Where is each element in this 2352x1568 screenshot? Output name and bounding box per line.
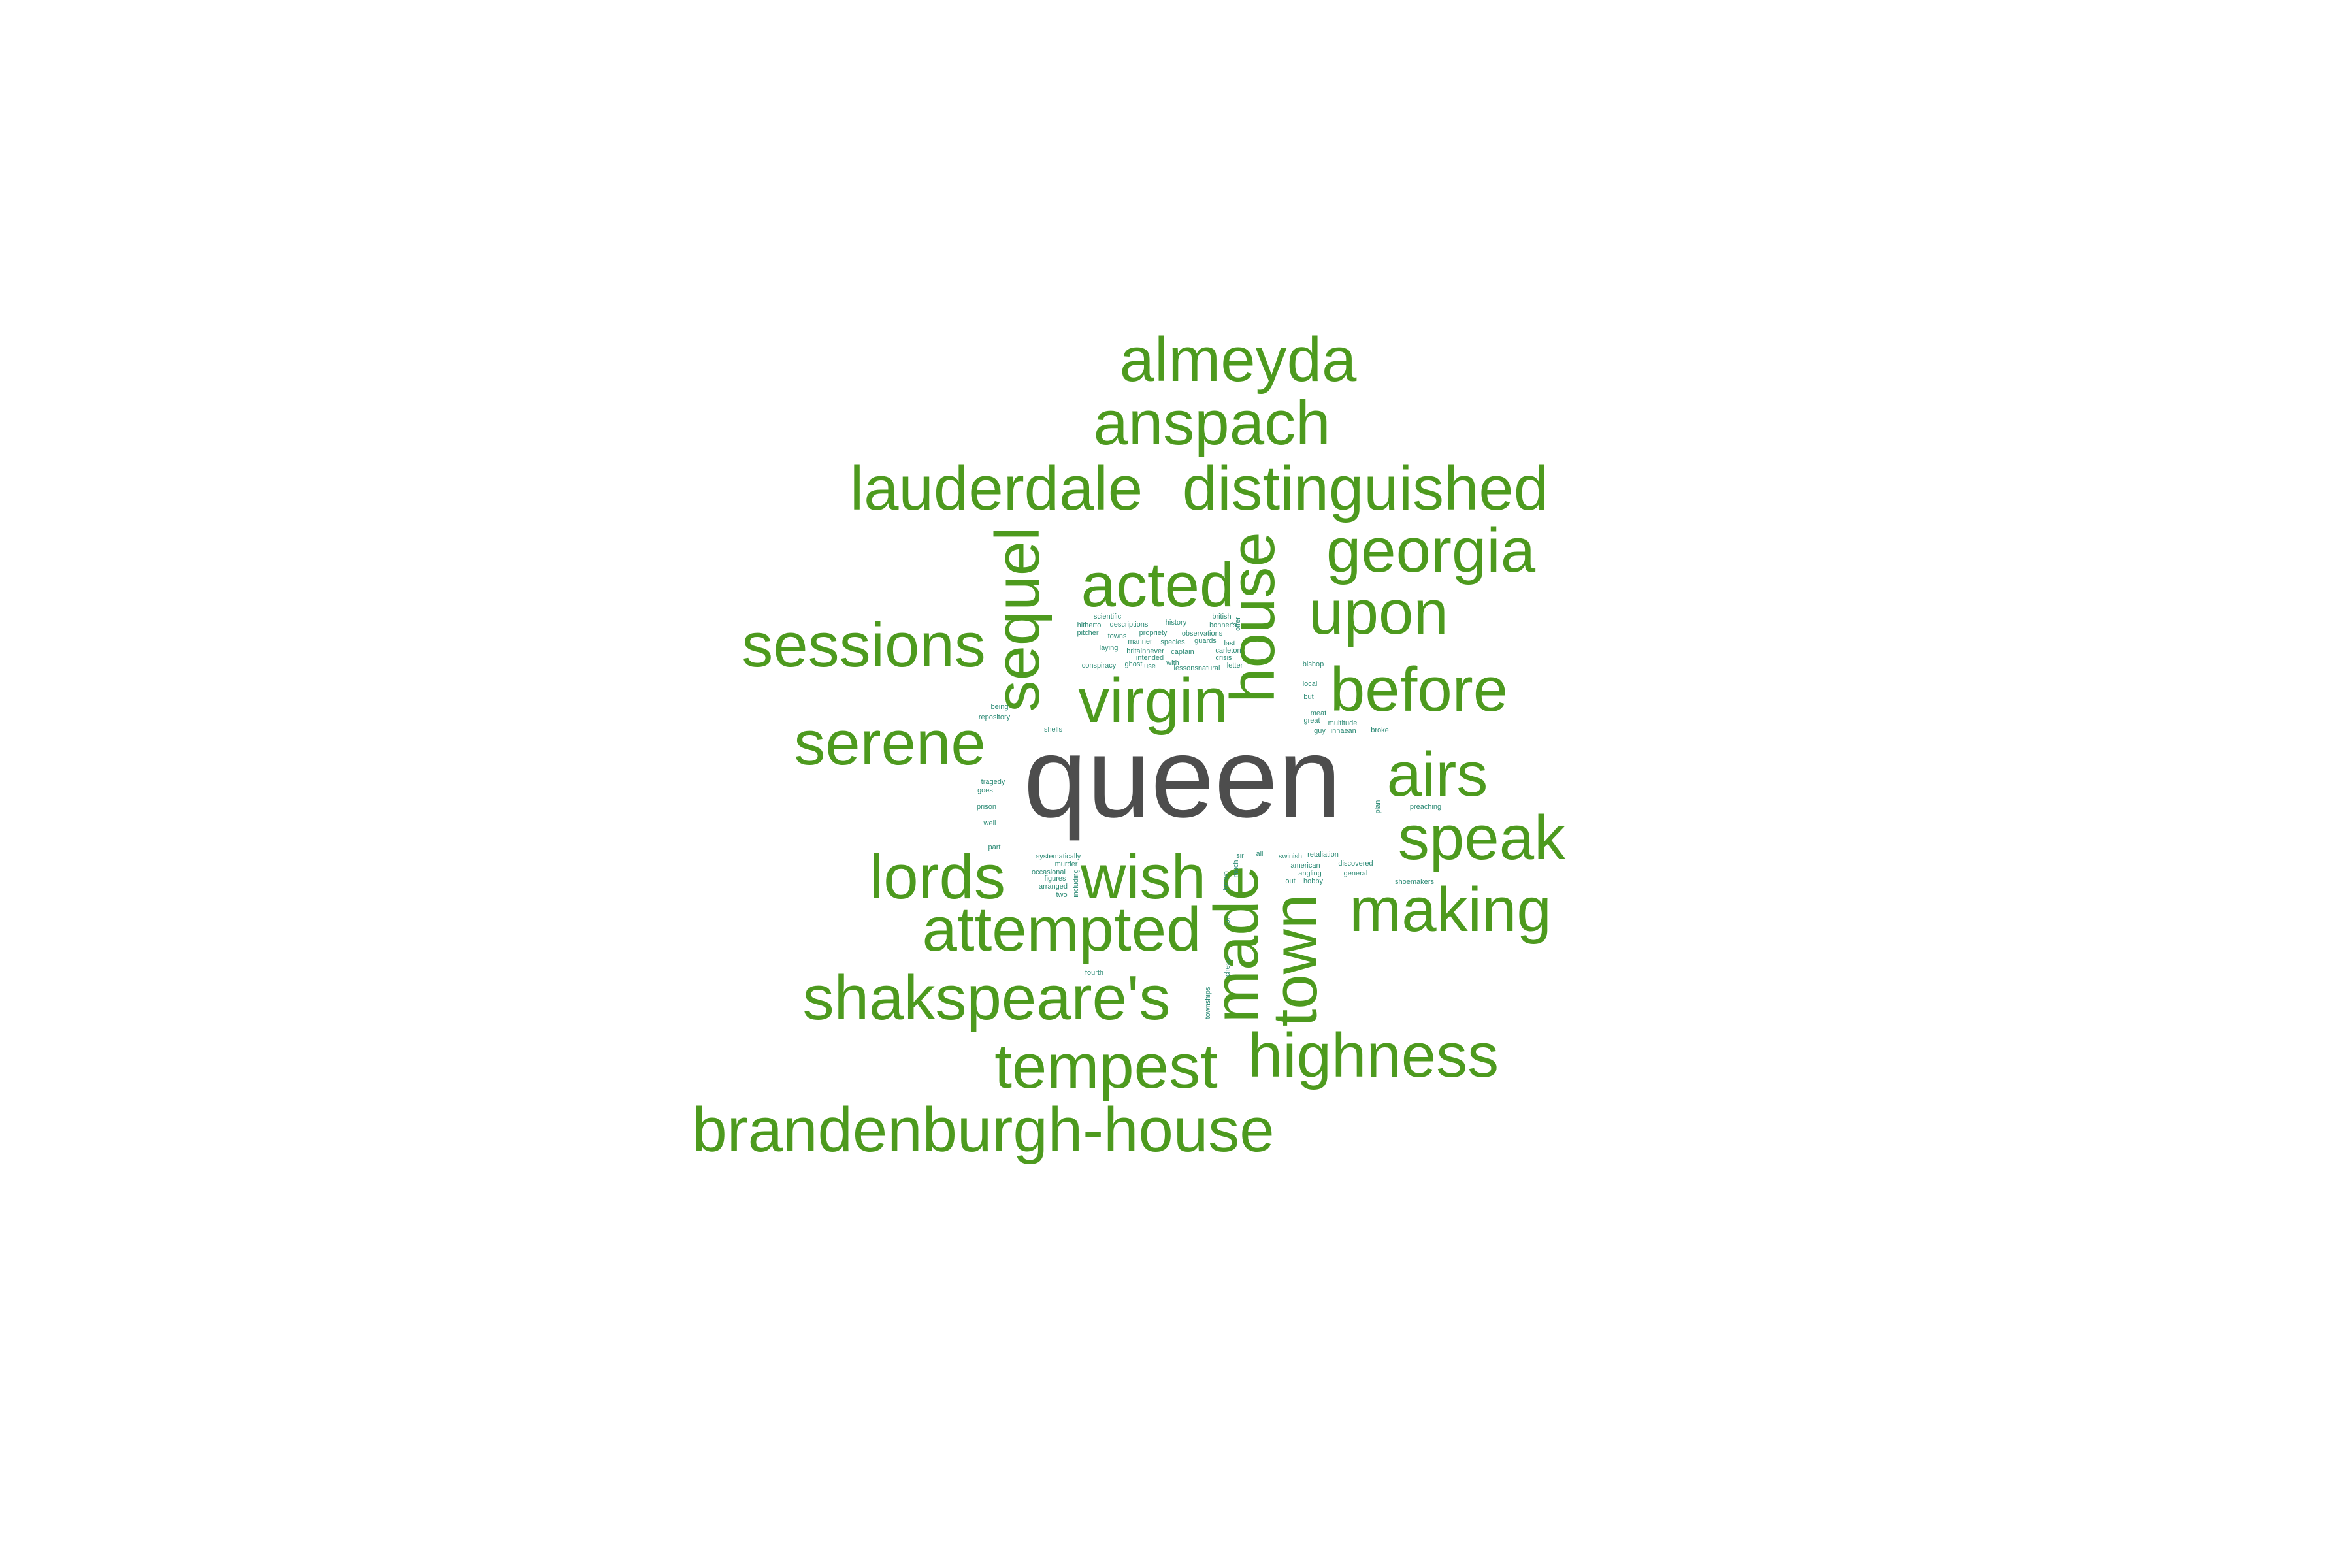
word-including: including <box>1072 869 1080 897</box>
word-linnaean: linnaean <box>1329 727 1356 735</box>
word-airs: airs <box>1387 740 1488 809</box>
word-retaliation: retaliation <box>1307 851 1339 858</box>
word-anspach: anspach <box>1094 388 1331 458</box>
word-sequel: sequel <box>983 527 1053 712</box>
word-virgin: virgin <box>1078 666 1228 736</box>
word-but: but <box>1303 693 1313 701</box>
word-scientific: scientific <box>1094 613 1122 621</box>
word-figures: figures <box>1044 875 1066 883</box>
word-attempted: attempted <box>923 894 1201 964</box>
word-systematically: systematically <box>1036 853 1081 860</box>
word-local: local <box>1303 680 1318 688</box>
word-plan: plan <box>1374 800 1382 814</box>
word-descriptions: descriptions <box>1110 621 1149 629</box>
word-distinguished: distinguished <box>1183 453 1548 523</box>
word-part: part <box>988 843 1001 851</box>
word-upon: upon <box>1309 578 1448 647</box>
word-american: american <box>1290 862 1320 870</box>
word-broke: broke <box>1371 727 1389 734</box>
word-propriety: propriety <box>1139 629 1168 637</box>
word-all: all <box>1256 850 1263 858</box>
word-for: for <box>1224 917 1232 925</box>
word-lauderdale: lauderdale <box>850 453 1143 523</box>
word-much: much <box>1232 860 1240 878</box>
word-with: with <box>1166 659 1179 667</box>
word-carleton: carleton <box>1215 647 1241 655</box>
word-intended: intended <box>1136 654 1164 662</box>
word-species: species <box>1160 638 1185 646</box>
word-brown: brown <box>1222 871 1230 890</box>
word-sessions: sessions <box>742 610 986 680</box>
word-occasional: occasional <box>1032 868 1066 876</box>
word-towns: towns <box>1108 632 1127 640</box>
word-georgia: georgia <box>1326 515 1536 585</box>
word-last: last <box>1224 640 1235 647</box>
word-goes: goes <box>977 787 993 794</box>
word-hitherto: hitherto <box>1077 621 1102 629</box>
word-cheap: cheap <box>1224 957 1232 977</box>
word-queen: queen <box>1024 714 1342 841</box>
word-great: great <box>1303 717 1320 725</box>
word-guards: guards <box>1194 637 1217 645</box>
word-being: being <box>991 703 1009 711</box>
word-townships: townships <box>1204 987 1212 1019</box>
word-fourth: fourth <box>1085 969 1103 977</box>
word-highness: highness <box>1248 1021 1499 1090</box>
word-conspiracy: conspiracy <box>1082 662 1117 670</box>
word-history: history <box>1166 619 1187 627</box>
word-shells: shells <box>1044 726 1063 734</box>
word-town: town <box>1260 894 1330 1027</box>
word-house: house <box>1218 532 1288 703</box>
word-shoemakers: shoemakers <box>1395 878 1434 886</box>
word-wish: wish <box>1080 842 1206 912</box>
word-letter: letter <box>1227 662 1243 670</box>
word-made: made <box>1201 866 1271 1022</box>
word-bishop: bishop <box>1303 661 1324 668</box>
word-sir: sir <box>1236 852 1244 860</box>
word-two: two <box>1056 891 1067 899</box>
word-murder: murder <box>1055 860 1078 868</box>
word-multitude: multitude <box>1328 719 1358 727</box>
word-crisis: crisis <box>1215 654 1232 662</box>
word-bonners: bonner's <box>1209 621 1237 629</box>
word-almeyda: almeyda <box>1120 325 1357 395</box>
word-britainnever: britainnever <box>1126 647 1164 655</box>
word-acted: acted <box>1081 550 1235 620</box>
word-swinish: swinish <box>1279 853 1302 860</box>
word-manner: manner <box>1128 638 1152 645</box>
word-out: out <box>1285 877 1295 885</box>
word-prison: prison <box>977 803 996 811</box>
word-captain: captain <box>1171 648 1194 656</box>
word-use: use <box>1144 662 1156 670</box>
word-well: well <box>983 819 996 827</box>
word-general: general <box>1344 870 1368 877</box>
word-discovered: discovered <box>1338 860 1373 868</box>
word-observations: observations <box>1182 630 1223 638</box>
word-before: before <box>1330 655 1508 725</box>
word-arranged: arranged <box>1039 883 1068 890</box>
word-serene: serene <box>794 708 986 778</box>
word-lords: lords <box>870 842 1005 912</box>
word-offer: offer <box>1234 617 1242 631</box>
word-tragedy: tragedy <box>981 778 1005 786</box>
word-pitcher: pitcher <box>1077 629 1098 637</box>
word-shakspeares: shakspeare's <box>803 963 1171 1033</box>
word-brandenburgh-house: brandenburgh-house <box>692 1095 1274 1165</box>
word-hobby: hobby <box>1303 877 1323 885</box>
word-making: making <box>1349 875 1551 945</box>
word-angling: angling <box>1298 870 1321 877</box>
word-laying: laying <box>1100 644 1119 652</box>
word-ghost: ghost <box>1125 661 1143 668</box>
word-guy: guy <box>1314 727 1326 735</box>
word-speak: speak <box>1398 803 1566 873</box>
word-tempest: tempest <box>994 1032 1217 1102</box>
word-british: british <box>1212 613 1231 621</box>
word-lessonsnatural: lessonsnatural <box>1174 664 1220 672</box>
word-meat: meat <box>1311 710 1326 717</box>
word-repository: repository <box>979 713 1011 721</box>
word-preaching: preaching <box>1410 803 1441 811</box>
